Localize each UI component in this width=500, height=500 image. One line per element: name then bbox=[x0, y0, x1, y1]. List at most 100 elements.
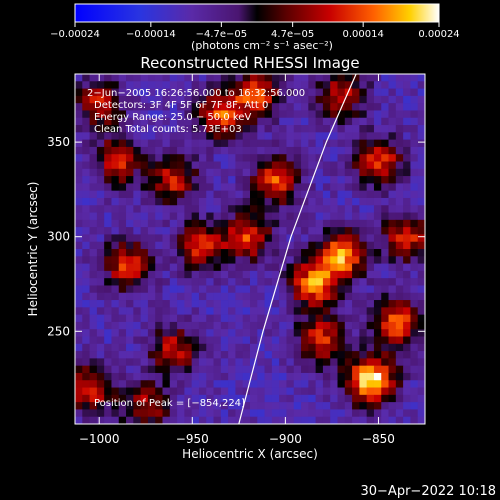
image-pixel bbox=[82, 321, 90, 330]
image-pixel bbox=[301, 190, 309, 199]
image-pixel bbox=[417, 336, 425, 345]
image-pixel bbox=[315, 176, 324, 184]
image-pixel bbox=[75, 416, 83, 424]
image-pixel bbox=[133, 249, 141, 257]
image-pixel bbox=[293, 329, 302, 337]
image-pixel bbox=[403, 292, 411, 301]
image-pixel bbox=[104, 168, 112, 177]
image-pixel bbox=[133, 117, 141, 126]
image-pixel bbox=[82, 343, 90, 352]
image-pixel bbox=[133, 183, 141, 191]
image-pixel bbox=[279, 234, 287, 243]
image-pixel bbox=[337, 402, 346, 410]
image-pixel bbox=[322, 365, 331, 374]
image-pixel bbox=[169, 394, 178, 403]
image-pixel bbox=[293, 300, 302, 308]
image-pixel bbox=[264, 380, 273, 388]
image-pixel bbox=[330, 402, 338, 410]
image-pixel bbox=[118, 219, 127, 228]
image-pixel bbox=[111, 394, 120, 403]
image-pixel bbox=[177, 197, 185, 206]
image-pixel bbox=[133, 351, 141, 359]
image-pixel bbox=[352, 205, 360, 213]
image-pixel bbox=[242, 132, 251, 140]
image-pixel bbox=[75, 278, 83, 286]
image-pixel bbox=[82, 285, 90, 294]
image-pixel bbox=[96, 197, 105, 206]
image-pixel bbox=[322, 416, 331, 424]
image-pixel bbox=[140, 205, 149, 213]
image-pixel bbox=[213, 343, 222, 352]
image-pixel bbox=[352, 263, 360, 272]
image-pixel bbox=[213, 365, 222, 374]
image-pixel bbox=[373, 300, 382, 308]
image-pixel bbox=[308, 110, 316, 119]
image-pixel bbox=[89, 234, 98, 243]
image-pixel bbox=[315, 409, 324, 418]
image-pixel bbox=[403, 402, 411, 410]
image-pixel bbox=[373, 256, 382, 264]
image-pixel bbox=[89, 88, 98, 97]
image-pixel bbox=[118, 234, 127, 243]
image-pixel bbox=[417, 205, 425, 213]
image-pixel bbox=[89, 110, 98, 119]
image-pixel bbox=[271, 125, 280, 133]
image-pixel bbox=[75, 103, 83, 111]
image-pixel bbox=[147, 110, 156, 119]
image-pixels bbox=[75, 74, 425, 424]
image-pixel bbox=[381, 343, 389, 352]
image-pixel bbox=[264, 139, 273, 148]
image-pixel bbox=[96, 278, 105, 286]
image-pixel bbox=[403, 117, 411, 126]
image-pixel bbox=[417, 125, 425, 133]
image-pixel bbox=[388, 249, 397, 257]
image-pixel bbox=[286, 394, 295, 403]
image-pixel bbox=[82, 88, 90, 97]
image-pixel bbox=[126, 103, 134, 111]
image-pixel bbox=[235, 292, 244, 301]
image-pixel bbox=[104, 387, 112, 396]
image-pixel bbox=[264, 270, 273, 279]
image-pixel bbox=[147, 168, 156, 177]
image-pixel bbox=[403, 110, 411, 119]
image-pixel bbox=[89, 190, 98, 199]
image-pixel bbox=[220, 219, 229, 228]
image-pixel bbox=[184, 227, 192, 235]
image-pixel bbox=[315, 249, 324, 257]
image-pixel bbox=[75, 176, 83, 184]
image-pixel bbox=[191, 278, 200, 286]
image-pixel bbox=[147, 95, 156, 104]
image-pixel bbox=[191, 227, 200, 235]
image-pixel bbox=[96, 307, 105, 315]
image-pixel bbox=[293, 402, 302, 410]
image-pixel bbox=[271, 351, 280, 359]
image-pixel bbox=[133, 365, 141, 374]
image-pixel bbox=[162, 132, 171, 140]
image-pixel bbox=[82, 81, 90, 89]
image-pixel bbox=[257, 110, 265, 119]
image-pixel bbox=[242, 387, 251, 396]
image-pixel bbox=[147, 307, 156, 315]
image-pixel bbox=[147, 285, 156, 294]
image-pixel bbox=[140, 183, 149, 191]
image-pixel bbox=[228, 292, 236, 301]
image-pixel bbox=[381, 227, 389, 235]
image-pixel bbox=[96, 394, 105, 403]
annotation-energy: Energy Range: 25.0 − 50.0 keV bbox=[94, 112, 251, 123]
image-pixel bbox=[381, 321, 389, 330]
image-pixel bbox=[198, 300, 207, 308]
image-pixel bbox=[337, 219, 346, 228]
image-pixel bbox=[257, 314, 265, 323]
image-pixel bbox=[322, 278, 331, 286]
image-pixel bbox=[147, 212, 156, 221]
image-pixel bbox=[220, 197, 229, 206]
image-pixel bbox=[286, 241, 295, 250]
image-pixel bbox=[271, 321, 280, 330]
image-pixel bbox=[264, 234, 273, 243]
image-pixel bbox=[388, 409, 397, 418]
image-pixel bbox=[184, 387, 192, 396]
image-pixel bbox=[162, 278, 171, 286]
image-pixel bbox=[308, 125, 316, 133]
image-pixel bbox=[257, 190, 265, 199]
image-pixel bbox=[359, 117, 367, 126]
